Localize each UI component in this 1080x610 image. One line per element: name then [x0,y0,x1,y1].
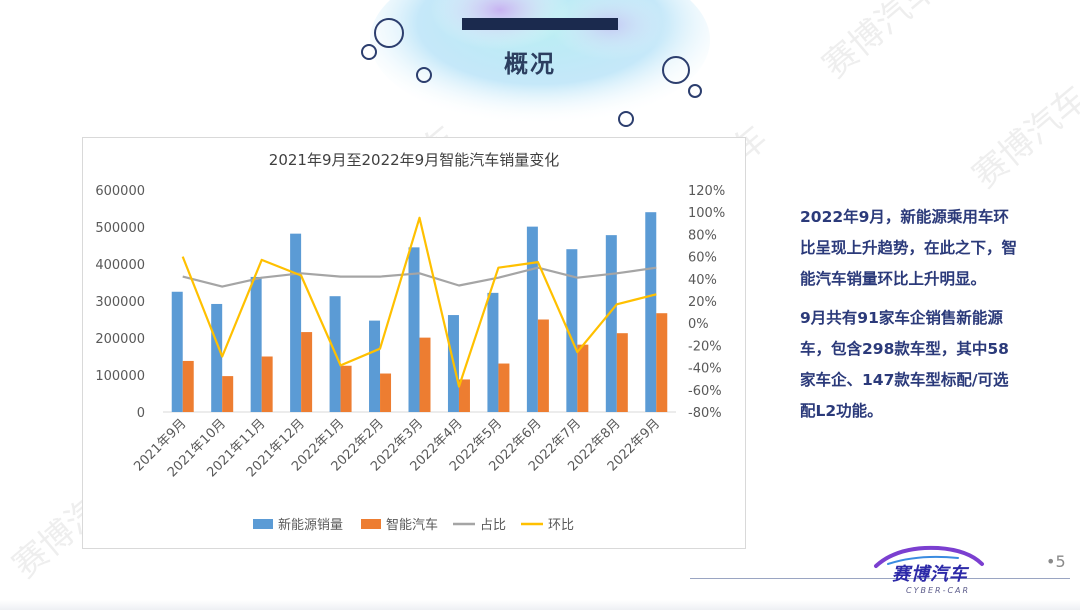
side-paragraph-2: 9月共有91家车企销售新能源车，包含298款车型，其中58家车企、147款车型标… [800,309,1009,420]
smart-car-bar [261,356,273,412]
decorative-bubble [361,44,377,60]
smart-car-bar [498,363,510,412]
decorative-bubble [374,18,404,48]
right-axis-tick: 80% [688,228,717,243]
nev-sales-bar [250,276,262,412]
share-line [182,266,657,288]
right-axis-tick: 120% [688,184,725,199]
nev-sales-bar [487,292,499,412]
nev-sales-bar [645,212,657,412]
smart-car-bar [182,360,194,412]
smart-car-bar [537,319,549,412]
right-axis-tick: 0% [688,317,709,332]
nev-sales-bar [566,249,578,412]
footer-divider [690,578,1070,579]
right-axis-tick: 40% [688,273,717,288]
nev-sales-bar [290,233,302,412]
nev-sales-bar [526,226,538,412]
chart-container: 2021年9月至2022年9月智能汽车销量变化 0 100000 200000 3000… [82,137,746,549]
right-axis-tick: 20% [688,295,717,310]
cyber-car-logo-icon [874,545,984,568]
watermark: 赛博汽车 [965,78,1080,197]
nev-sales-bar [369,320,381,412]
legend-label: 新能源销量 [278,517,343,533]
right-axis-tick: -20% [688,339,722,354]
footer-logo-subtitle: CYBER-CAR [906,586,971,595]
smart-car-bar [222,376,234,412]
footer-logo-text: 赛博汽车 [892,564,968,585]
right-axis-tick: 60% [688,251,717,266]
nev-sales-bar [211,303,223,412]
chart-title: 2021年9月至2022年9月智能汽车销量变化 [269,151,559,169]
side-paragraph-1: 2022年9月，新能源乘用车环比呈现上升趋势，在此之下，智能汽车销量环比上升明显… [800,208,1018,288]
right-axis-tick: -60% [688,384,722,399]
left-axis-tick: 400000 [95,258,145,273]
left-axis-tick: 300000 [95,295,145,310]
page-title: 概况 [504,50,556,78]
smart-car-bar [458,379,470,412]
nev-sales-bar [605,235,617,412]
right-axis-tick: -80% [688,406,722,421]
legend-swatch [361,519,381,529]
left-axis-tick: 600000 [95,184,145,199]
legend-label: 环比 [548,518,574,533]
smart-car-bar [340,365,352,412]
legend-swatch [253,519,273,529]
smart-car-bar [301,332,313,412]
sales-chart: 2021年9月至2022年9月智能汽车销量变化 0 100000 200000 3000… [95,151,725,533]
left-axis-tick: 100000 [95,369,145,384]
header-accent-bar [462,18,618,30]
legend-label: 智能汽车 [386,517,438,533]
right-axis-tick: -40% [688,362,722,377]
mom-line [181,216,657,388]
smart-car-bar [616,333,628,412]
legend-label: 占比 [480,518,506,533]
smart-car-bar [419,337,431,412]
smart-car-bar [577,344,589,412]
left-axis-tick: 500000 [95,221,145,236]
nev-sales-bar [171,291,183,412]
page-number: •5 [1046,552,1066,571]
left-axis-tick: 0 [137,406,145,421]
decorative-bubble [662,56,690,84]
watermark: 赛博汽车 [815,0,946,87]
left-axis-tick: 200000 [95,332,145,347]
decorative-bubble [416,67,432,83]
bottom-edge [0,600,1080,610]
decorative-bubble [618,111,634,127]
smart-car-bar [380,373,392,412]
decorative-bubble [688,84,702,98]
smart-car-bar [656,313,668,412]
nev-sales-bar [408,247,420,412]
side-description: 2022年9月，新能源乘用车环比呈现上升趋势，在此之下，智能汽车销量环比上升明显… [800,202,1020,435]
right-axis-tick: 100% [688,206,725,221]
